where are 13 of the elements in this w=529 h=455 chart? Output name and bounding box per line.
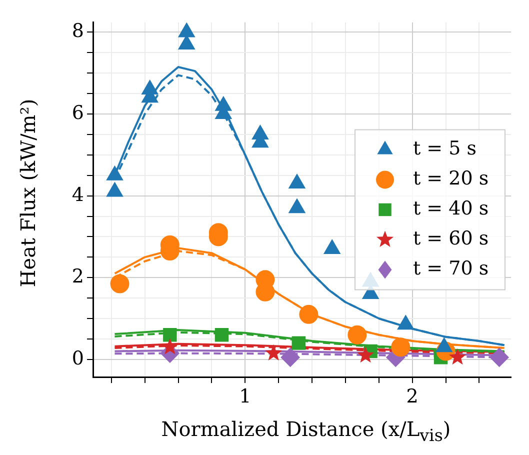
y-axis-title: Heat Flux (kW/m²) <box>16 98 40 288</box>
legend-label: t = 70 s <box>413 258 489 280</box>
legend-label: t = 40 s <box>413 198 489 220</box>
y-tick-label: 6 <box>72 102 84 124</box>
legend-label: t = 60 s <box>413 228 489 250</box>
legend-label: t = 5 s <box>413 138 477 160</box>
y-tick-label: 2 <box>72 266 84 288</box>
x-axis-title: Normalized Distance (x/L$_{vis}$) <box>160 417 452 445</box>
y-tick-label: 0 <box>72 347 84 370</box>
legend-label: t = 20 s <box>413 168 489 190</box>
y-tick-label: 8 <box>72 20 84 42</box>
x-tick-label: 1 <box>239 385 252 408</box>
y-tick-label: 4 <box>72 184 84 206</box>
